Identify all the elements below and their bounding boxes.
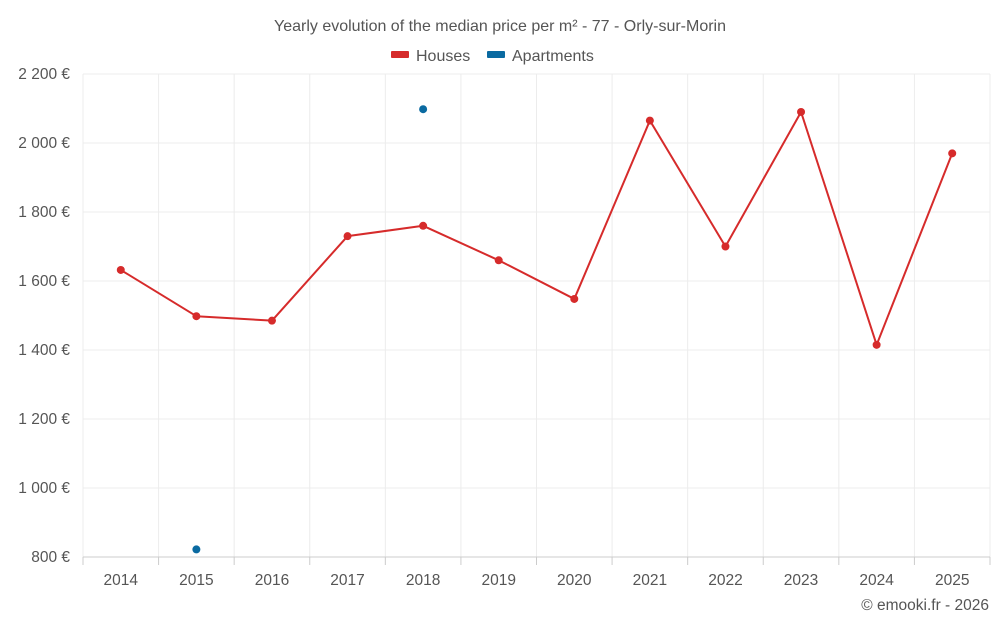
x-gridlines bbox=[82, 74, 991, 565]
data-point-houses-2019[interactable] bbox=[494, 256, 503, 265]
y-tick-label: 2 000 € bbox=[18, 135, 70, 152]
series-houses bbox=[116, 107, 957, 349]
x-tick-label: 2022 bbox=[708, 572, 742, 589]
series-line-houses bbox=[120, 110, 954, 346]
x-tick-label: 2014 bbox=[104, 572, 139, 589]
data-point-houses-2022[interactable] bbox=[721, 242, 730, 251]
credit-text: © emooki.fr - 2026 bbox=[861, 597, 989, 614]
x-tick-label: 2016 bbox=[255, 572, 289, 589]
y-tick-label: 2 200 € bbox=[18, 66, 70, 83]
y-tick-label: 1 200 € bbox=[18, 411, 70, 428]
x-tick-label: 2021 bbox=[633, 572, 667, 589]
data-point-houses-2025[interactable] bbox=[948, 149, 957, 158]
series-layer bbox=[116, 105, 957, 554]
series-apartments bbox=[192, 105, 428, 554]
x-axis-labels: 2014 2015 2016 2017 2018 2019 2020 2021 2022 2023… bbox=[104, 572, 970, 589]
x-tick-label: 2018 bbox=[406, 572, 440, 589]
data-point-houses-2024[interactable] bbox=[872, 340, 881, 349]
legend-swatch-apartments bbox=[487, 51, 505, 58]
data-point-houses-2021[interactable] bbox=[645, 116, 654, 125]
data-point-houses-2014[interactable] bbox=[116, 265, 125, 274]
y-tick-label: 1 000 € bbox=[18, 480, 70, 497]
x-tick-label: 2024 bbox=[859, 572, 894, 589]
x-tick-label: 2020 bbox=[557, 572, 592, 589]
data-point-houses-2017[interactable] bbox=[343, 232, 352, 241]
chart-title: Yearly evolution of the median price per… bbox=[274, 18, 726, 35]
x-tick-label: 2025 bbox=[935, 572, 969, 589]
legend-label-apartments: Apartments bbox=[512, 48, 594, 65]
legend-item-apartments[interactable]: Apartments bbox=[487, 48, 594, 65]
y-tick-label: 800 € bbox=[31, 549, 70, 566]
x-tick-label: 2023 bbox=[784, 572, 818, 589]
y-tick-label: 1 800 € bbox=[18, 204, 70, 221]
data-point-apartments-2018[interactable] bbox=[419, 105, 428, 114]
y-axis-labels: 800 € 1 000 € 1 200 € 1 400 € 1 600 € 1 800 €… bbox=[18, 66, 70, 566]
y-tick-label: 1 400 € bbox=[18, 342, 70, 359]
data-point-houses-2018[interactable] bbox=[419, 221, 428, 230]
legend: Houses Apartments bbox=[391, 48, 594, 65]
data-point-houses-2015[interactable] bbox=[192, 312, 201, 321]
x-tick-label: 2015 bbox=[179, 572, 213, 589]
legend-item-houses[interactable]: Houses bbox=[391, 48, 470, 65]
x-tick-label: 2017 bbox=[330, 572, 364, 589]
data-point-houses-2016[interactable] bbox=[267, 316, 276, 325]
legend-swatch-houses bbox=[391, 51, 409, 58]
legend-label-houses: Houses bbox=[416, 48, 470, 65]
x-tick-label: 2019 bbox=[481, 572, 515, 589]
data-point-houses-2023[interactable] bbox=[797, 107, 806, 116]
data-point-houses-2020[interactable] bbox=[570, 294, 579, 303]
y-tick-label: 1 600 € bbox=[18, 273, 70, 290]
data-point-apartments-2015[interactable] bbox=[192, 545, 201, 554]
